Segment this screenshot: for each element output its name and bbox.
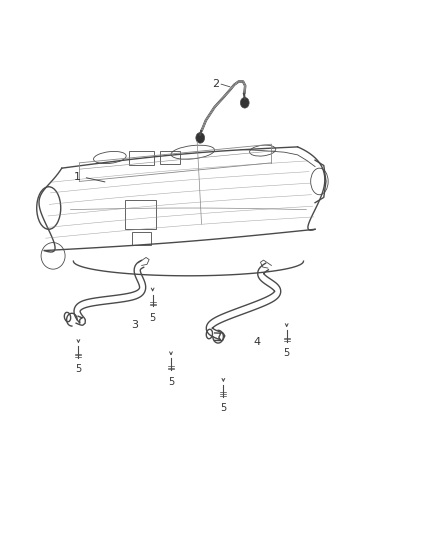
- Text: 5: 5: [149, 313, 156, 323]
- Text: 5: 5: [168, 376, 174, 386]
- Text: 1: 1: [74, 172, 81, 182]
- Text: 5: 5: [220, 403, 226, 413]
- Text: 3: 3: [132, 320, 139, 330]
- Circle shape: [196, 133, 205, 143]
- Circle shape: [240, 98, 249, 108]
- Text: 5: 5: [283, 349, 290, 358]
- Text: 4: 4: [254, 337, 261, 347]
- Text: 5: 5: [75, 365, 81, 374]
- Text: 2: 2: [212, 79, 219, 88]
